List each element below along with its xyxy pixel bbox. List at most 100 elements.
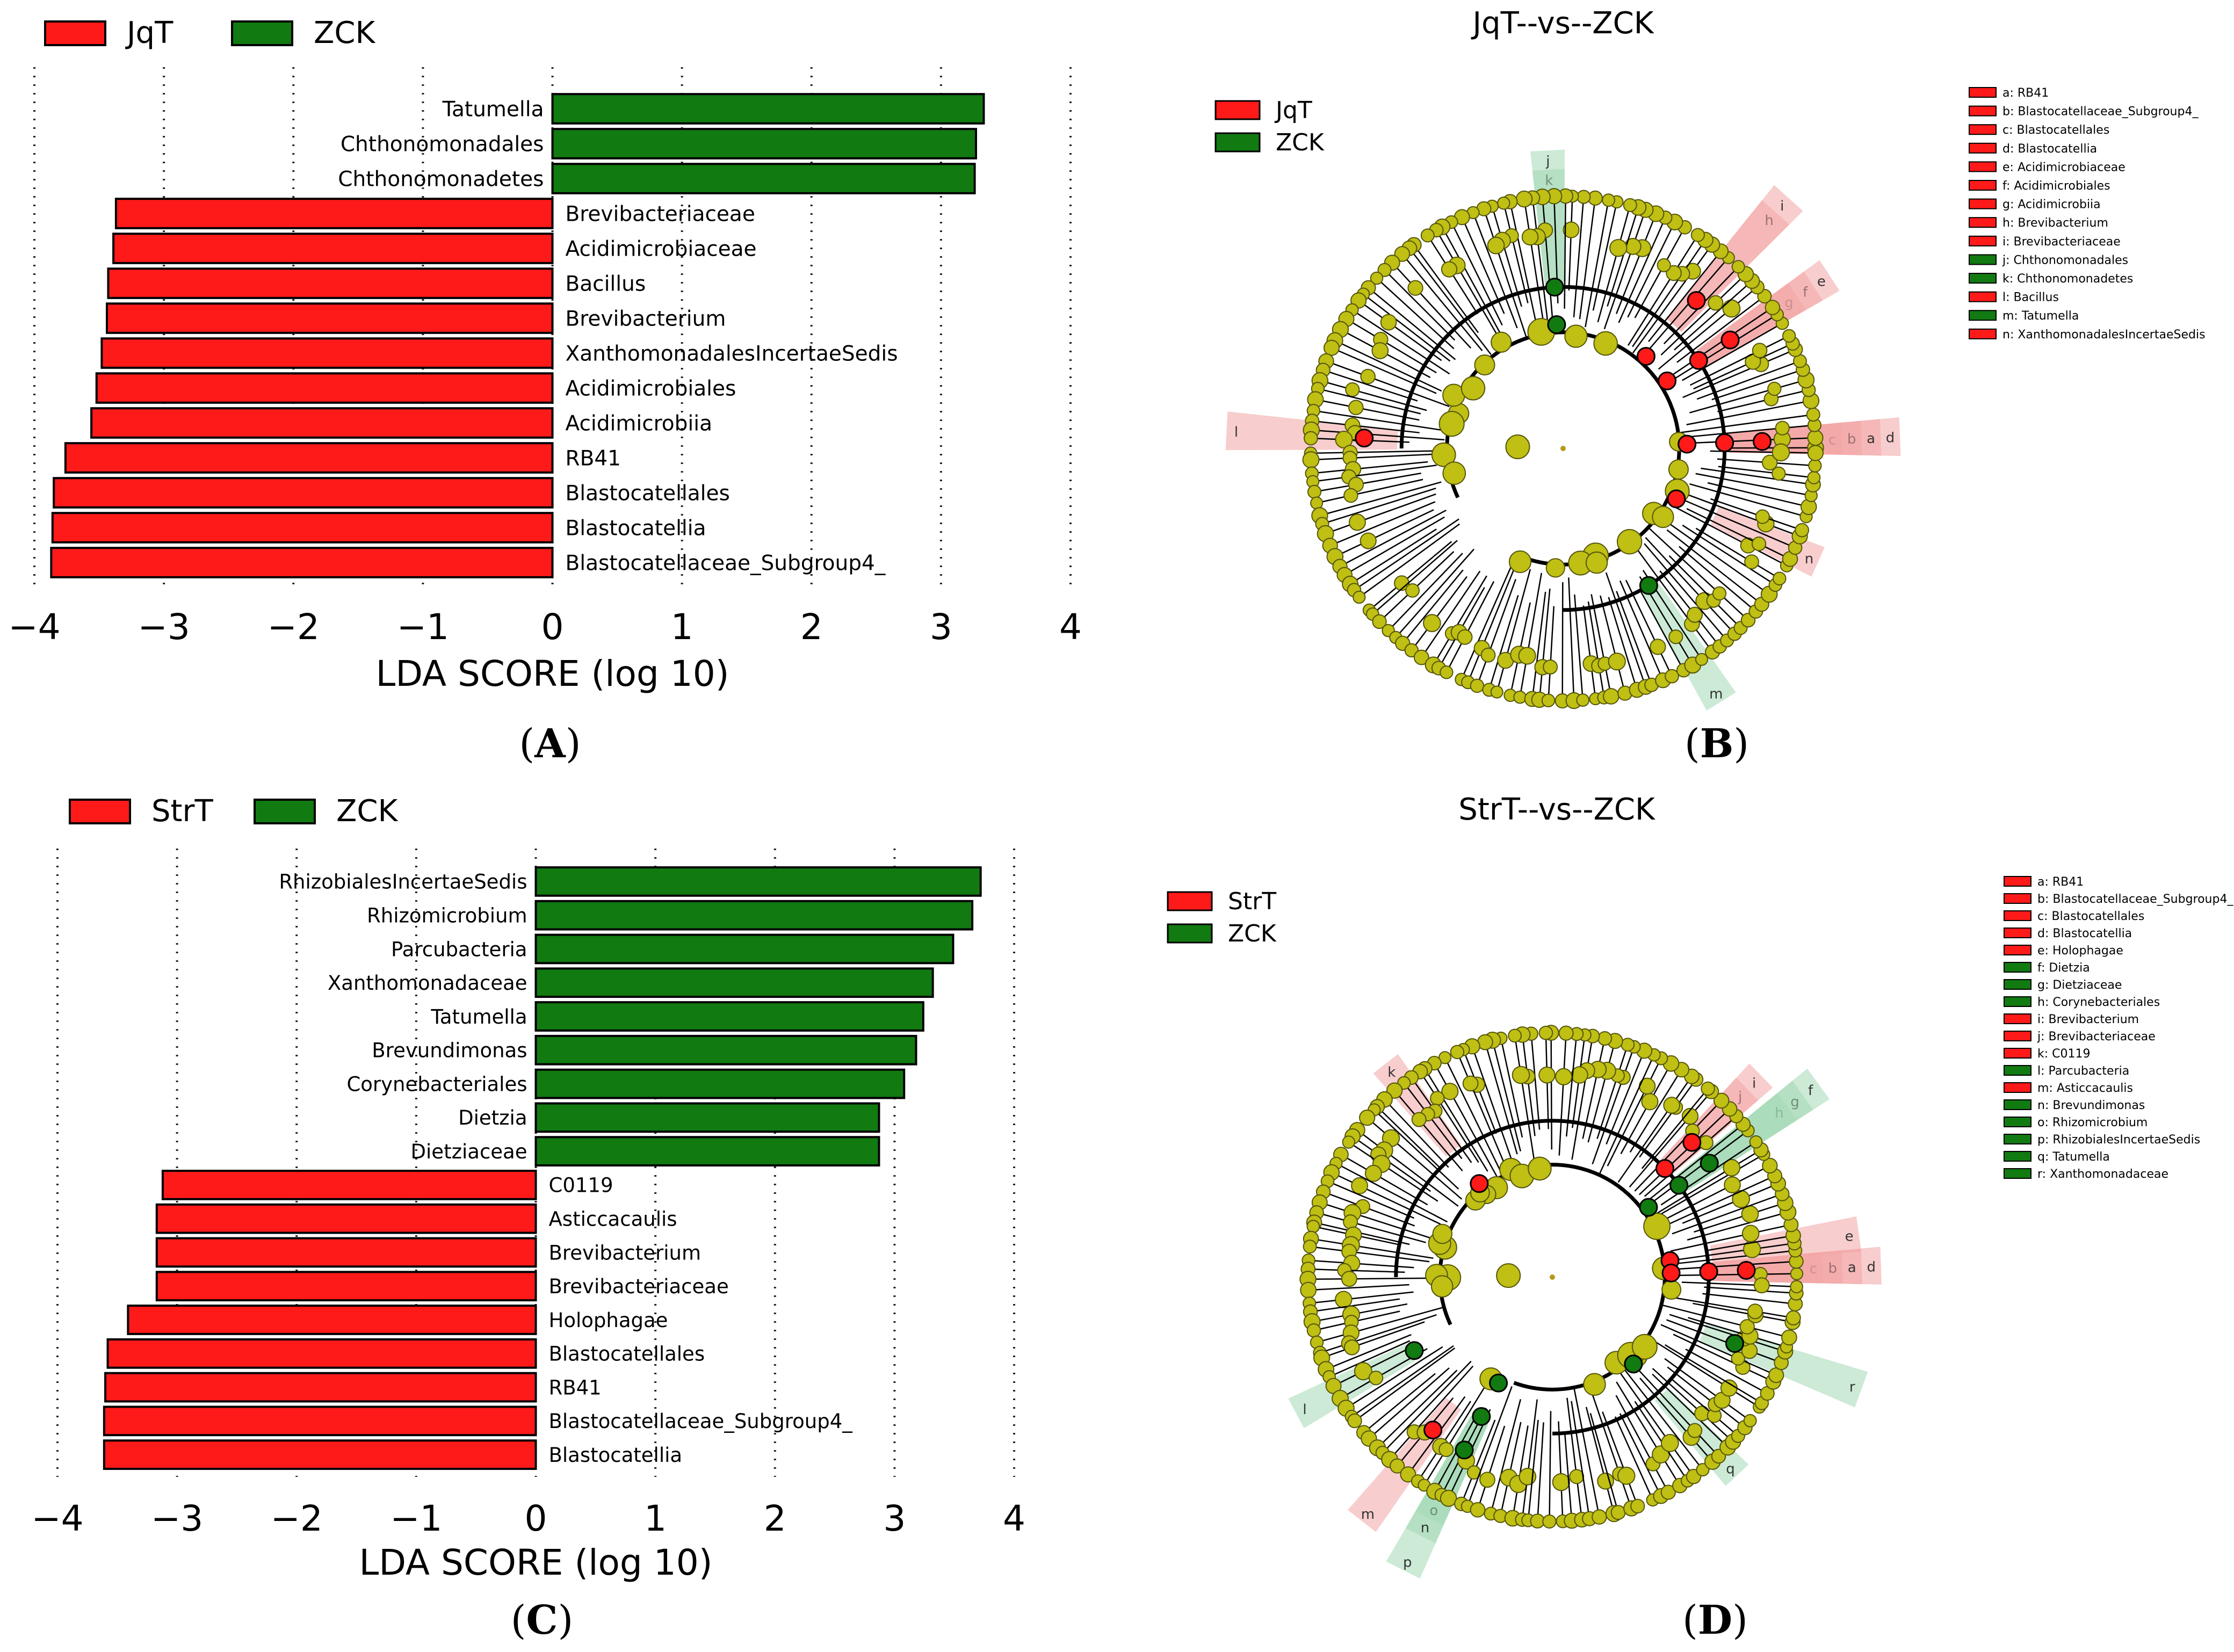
bar-Acidimicrobiales <box>97 373 553 403</box>
leaf-node <box>1307 1324 1321 1337</box>
biomarker-node-a <box>1716 434 1733 452</box>
leaf-node <box>1471 679 1484 692</box>
key-label: f: Acidimicrobiales <box>2002 179 2110 193</box>
category-label: Holophagae <box>549 1309 668 1332</box>
biomarker-node-m <box>1640 577 1657 594</box>
bar-Blastocatellales <box>108 1339 536 1368</box>
sector-label-e: e <box>1817 274 1826 290</box>
bar-RB41 <box>66 443 553 473</box>
bar-Brevibacterium <box>157 1238 536 1267</box>
sector-label-i: i <box>1752 1075 1756 1091</box>
biomarker-node-k <box>1471 1175 1488 1192</box>
category-label: RB41 <box>566 447 621 471</box>
leaf-node <box>1516 191 1532 207</box>
clade-node <box>1661 1434 1679 1452</box>
x-tick-label: −4 <box>31 1498 83 1539</box>
leaf-node <box>1577 694 1589 706</box>
clade-node <box>1556 1069 1572 1085</box>
legend-label: ZCK <box>336 794 398 829</box>
clade-branch <box>1548 606 1553 700</box>
clade-node <box>1669 460 1688 479</box>
clade-branch <box>1616 214 1656 314</box>
x-tick-label: −2 <box>267 606 320 648</box>
clade-node <box>1546 559 1565 577</box>
clade-node <box>1335 1291 1352 1308</box>
lda-bar-chart-C: RhizobialesIncertaeSedisRhizomicrobiumPa… <box>31 794 1025 1583</box>
clade-node <box>1773 444 1790 461</box>
x-tick-label: −1 <box>390 1498 442 1539</box>
clade-branch <box>1477 579 1516 685</box>
leaf-node <box>1343 1136 1355 1148</box>
x-tick-label: −3 <box>138 606 190 648</box>
key-swatch <box>2004 1100 2031 1110</box>
clade-node <box>1462 376 1485 400</box>
clade-node <box>1724 1177 1740 1193</box>
x-tick-label: −1 <box>397 606 449 648</box>
bar-Chthonomonadales <box>553 129 976 158</box>
clade-node <box>1443 462 1465 484</box>
x-tick-label: 4 <box>1059 606 1082 648</box>
clade-node <box>1351 1178 1368 1194</box>
sector-label-n: n <box>1421 1520 1429 1536</box>
key-swatch <box>2004 962 2031 972</box>
key-swatch <box>1969 236 1996 246</box>
leaf-node <box>1787 1311 1801 1325</box>
leaf-node <box>1795 524 1809 537</box>
key-label: f: Dietzia <box>2037 961 2090 975</box>
clade-branch <box>1311 454 1433 460</box>
category-label: XanthomonadalesIncertaeSedis <box>566 342 898 366</box>
biomarker-node-e <box>1659 372 1676 389</box>
bar-Rhizomicrobium <box>536 901 973 930</box>
clade-node <box>1361 533 1376 548</box>
legend-swatch <box>255 800 315 823</box>
leaf-node <box>1441 1490 1457 1506</box>
leaf-node <box>1530 1514 1544 1528</box>
key-swatch <box>1969 106 1996 116</box>
category-label: Brevibacteriaceae <box>566 202 755 227</box>
legend-label: ZCK <box>314 16 375 50</box>
clade-branch <box>1308 1285 1409 1290</box>
key-swatch <box>2004 928 2031 938</box>
leaf-node <box>1498 197 1509 209</box>
clade-node <box>1721 1380 1737 1396</box>
clade-node <box>1708 296 1723 310</box>
clade-node <box>1528 1157 1551 1180</box>
sector-label-q: q <box>1726 1461 1735 1477</box>
bar-Bacillus <box>108 269 552 298</box>
biomarker-node-j <box>1546 279 1563 296</box>
category-label: Tatumella <box>442 98 544 122</box>
leaf-node <box>1539 1026 1553 1040</box>
key-swatch <box>1969 125 1996 134</box>
leaf-node <box>1471 1503 1485 1517</box>
clade-node <box>1732 1191 1749 1208</box>
legend-label: ZCK <box>1276 129 1325 156</box>
leaf-node <box>1592 1510 1607 1524</box>
key-swatch <box>2004 980 2031 989</box>
x-tick-label: 2 <box>764 1498 786 1539</box>
biomarker-node-j <box>1656 1160 1673 1177</box>
key-swatch <box>2004 1048 2031 1058</box>
clade-branch <box>1551 1033 1552 1149</box>
bar-Acidimicrobiia <box>91 408 552 438</box>
leaf-node <box>1421 229 1434 242</box>
x-tick-label: 3 <box>930 606 952 648</box>
x-tick-label: 1 <box>671 606 693 648</box>
root-node <box>1560 446 1566 451</box>
key-label: e: Holophagae <box>2037 944 2123 958</box>
cladogram-title: StrT--vs--ZCK <box>1458 792 1655 827</box>
x-tick-label: −3 <box>151 1498 203 1539</box>
key-swatch <box>2004 1083 2031 1092</box>
clade-node <box>1457 630 1472 644</box>
clade-node <box>1440 411 1464 436</box>
clade-node <box>1664 1097 1680 1113</box>
key-label: a: RB41 <box>2002 86 2049 100</box>
x-axis-label: LDA SCORE (log 10) <box>359 1542 712 1583</box>
sector-label-m: m <box>1709 686 1723 702</box>
clade-node <box>1365 1165 1382 1182</box>
key-swatch <box>1969 310 1996 320</box>
key-label: i: Brevibacterium <box>2037 1013 2139 1026</box>
clade-branch <box>1568 577 1574 700</box>
clade-branch <box>1537 1422 1543 1521</box>
legend-swatch <box>45 21 105 45</box>
biomarker-node-l <box>1406 1342 1423 1359</box>
